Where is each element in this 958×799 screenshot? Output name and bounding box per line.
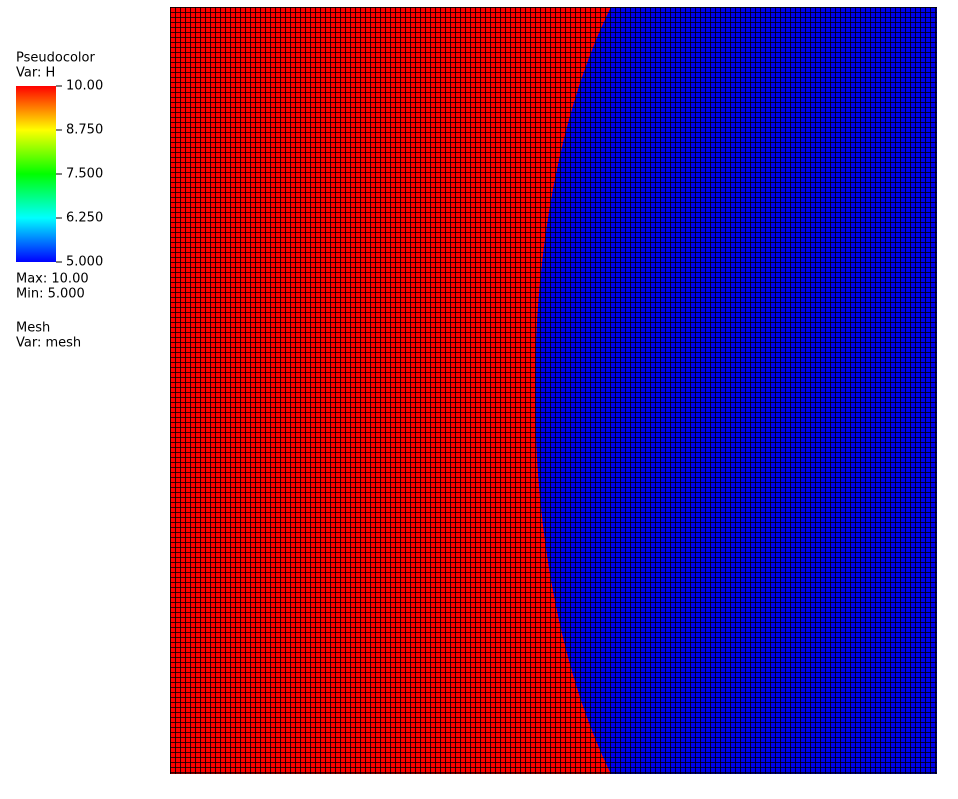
pseudocolor-legend: Pseudocolor Var: H 10.00 8.750 7.500 6.250 5… [16,51,103,302]
mesh-plot [170,7,937,774]
legend-tick-label: 5.000 [66,255,103,270]
legend-max: Max: 10.00 [16,272,89,287]
legend-tick-label: 7.500 [66,167,103,182]
legend-tick-label: 10.00 [66,79,103,94]
mesh-legend: Mesh Var: mesh [16,321,81,351]
legend-plot-name: Pseudocolor [16,51,95,66]
color-bar [16,86,56,262]
legend-tick-label: 6.250 [66,211,103,226]
mesh-legend-plot-name: Mesh [16,321,50,336]
legend-min: Min: 5.000 [16,287,85,302]
low-region [535,7,937,774]
mesh-legend-variable: Var: mesh [16,336,81,351]
legend-variable: Var: H [16,66,55,81]
legend-tick-label: 8.750 [66,123,103,138]
